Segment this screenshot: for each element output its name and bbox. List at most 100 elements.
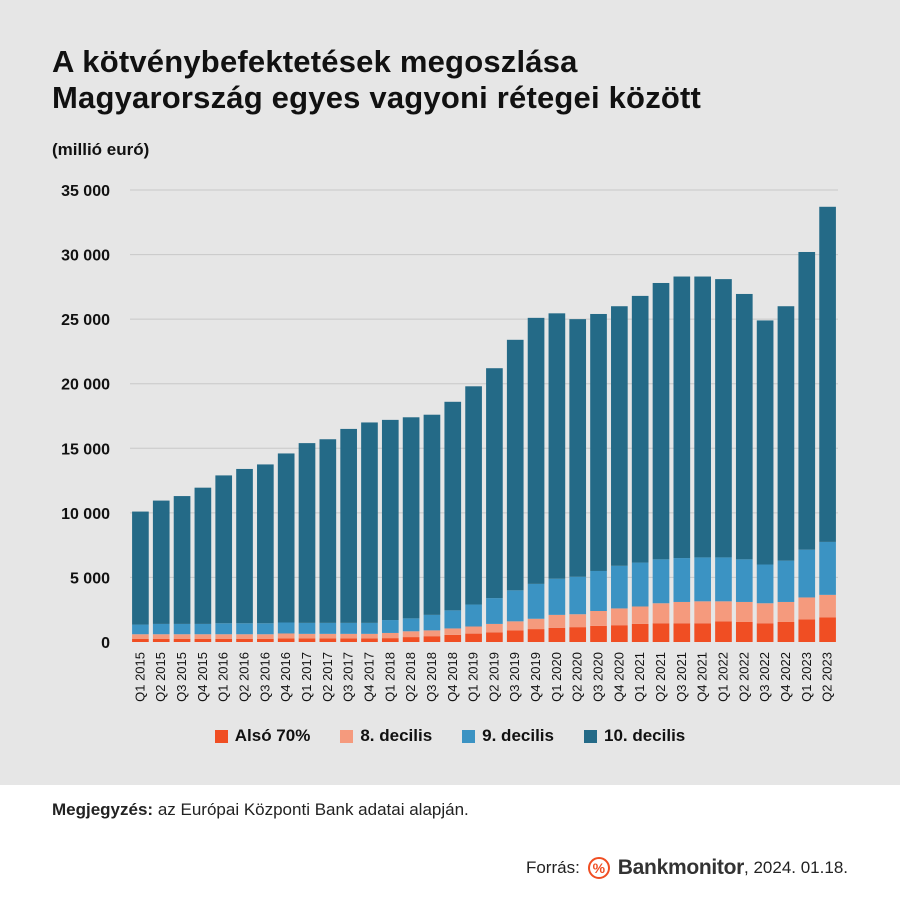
x-tick-label: Q4 2019 <box>528 652 543 702</box>
unit-label: (millió euró) <box>52 140 150 159</box>
bar-segment-also70 <box>611 625 628 642</box>
bar-segment-decil9 <box>340 622 357 634</box>
y-tick-label: 25 000 <box>61 312 110 329</box>
bar-segment-decil8 <box>298 633 316 639</box>
x-tick-label: Q3 2021 <box>674 652 689 702</box>
bar-segment-decil9 <box>694 557 711 602</box>
bar-segment-decil10 <box>777 306 795 561</box>
x-tick-label: Q3 2016 <box>257 652 272 702</box>
x-tick-label: Q4 2022 <box>778 652 793 702</box>
bar-segment-decil9 <box>673 558 691 602</box>
x-tick-label: Q4 2016 <box>278 652 293 702</box>
percent-logo-icon: % <box>587 857 610 879</box>
bar-segment-decil8 <box>486 623 503 633</box>
bar-segment-also70 <box>798 619 816 642</box>
bar-segment-also70 <box>465 633 482 642</box>
bar-segment-decil8 <box>423 630 441 637</box>
bar-segment-decil8 <box>819 594 836 618</box>
bar-segment-also70 <box>381 638 399 642</box>
chart-title: A kötvénybefektetések megoszlása Magyaro… <box>52 44 701 116</box>
x-tick-label: Q4 2021 <box>695 652 710 702</box>
source-date: , 2024. 01.18. <box>744 858 848 877</box>
bar-segment-decil8 <box>611 608 628 626</box>
bar-segment-decil8 <box>277 633 295 639</box>
bar-segment-decil9 <box>735 559 753 602</box>
legend-label-decil8: 8. decilis <box>360 726 433 745</box>
x-tick-label: Q2 2016 <box>237 652 252 702</box>
legend-item-also70: Alsó 70% <box>214 726 311 746</box>
bar-segment-decil10 <box>694 276 711 558</box>
bar-segment-decil10 <box>735 293 753 560</box>
bar-segment-decil8 <box>465 626 482 634</box>
x-tick-label: Q1 2022 <box>715 652 730 702</box>
bar-segment-decil8 <box>381 632 399 639</box>
bar-segment-decil8 <box>548 614 566 628</box>
bar-segment-decil10 <box>361 422 378 623</box>
y-tick-label: 10 000 <box>61 506 110 523</box>
bar-segment-also70 <box>486 632 503 642</box>
legend-swatch-decil8 <box>340 729 354 743</box>
bar-segment-decil10 <box>444 401 462 611</box>
x-tick-label: Q3 2020 <box>591 652 606 702</box>
x-tick-label: Q1 2020 <box>549 652 564 702</box>
bar-segment-decil8 <box>798 597 816 620</box>
bar-segment-also70 <box>319 638 337 642</box>
x-tick-label: Q3 2022 <box>757 652 772 702</box>
bar-segment-decil8 <box>152 634 170 639</box>
bar-segment-decil10 <box>236 468 253 624</box>
bar-segment-also70 <box>715 621 732 642</box>
bar-segment-decil8 <box>236 634 253 639</box>
bar-segment-decil9 <box>173 623 191 635</box>
legend-label-also70: Alsó 70% <box>234 726 311 745</box>
bar-segment-decil10 <box>527 317 545 584</box>
bar-segment-decil8 <box>194 634 212 639</box>
bar-segment-decil10 <box>590 313 607 571</box>
x-tick-label: Q2 2019 <box>486 652 501 702</box>
legend-label-decil10: 10. decilis <box>603 726 686 745</box>
x-tick-label: Q1 2016 <box>216 652 231 702</box>
bar-segment-decil9 <box>215 623 233 635</box>
bar-segment-decil10 <box>819 206 836 542</box>
bar-segment-decil9 <box>798 549 816 598</box>
bar-segment-also70 <box>152 638 170 642</box>
bar-segment-decil9 <box>257 623 274 635</box>
bar-segment-decil10 <box>673 276 691 559</box>
bar-segment-decil9 <box>569 576 587 615</box>
bar-segment-decil9 <box>319 622 337 634</box>
bar-segment-also70 <box>340 638 357 642</box>
bar-segment-decil10 <box>652 282 670 560</box>
y-tick-label: 20 000 <box>61 377 110 394</box>
x-axis-ticks: Q1 2015 Q2 2015 Q3 2015 Q4 2015 Q1 2016 Q2 20… <box>132 652 834 702</box>
bar-segment-decil9 <box>590 570 607 612</box>
bar-segment-decil9 <box>236 623 253 635</box>
bar-segment-decil8 <box>631 606 649 624</box>
bar-segment-decil9 <box>132 624 149 635</box>
bar-segment-decil9 <box>527 583 545 619</box>
bar-segment-also70 <box>777 621 795 642</box>
x-tick-label: Q2 2021 <box>653 652 668 702</box>
bar-segment-decil10 <box>756 320 774 565</box>
bars <box>132 206 836 642</box>
bar-segment-decil9 <box>381 620 399 633</box>
bar-segment-decil9 <box>423 614 441 631</box>
x-tick-label: Q3 2017 <box>341 652 356 702</box>
bar-segment-decil10 <box>215 475 233 624</box>
bar-segment-decil8 <box>715 601 732 622</box>
footnote: Megjegyzés: az Európai Központi Bank ada… <box>52 800 469 820</box>
bar-segment-also70 <box>590 625 607 642</box>
x-tick-label: Q3 2018 <box>424 652 439 702</box>
bar-segment-also70 <box>361 638 378 642</box>
x-tick-label: Q1 2023 <box>799 652 814 702</box>
bar-segment-decil9 <box>652 559 670 604</box>
bar-segment-also70 <box>257 638 274 642</box>
brand-logo-text: Bankmonitor <box>617 856 745 879</box>
bar-segment-also70 <box>506 630 524 642</box>
bar-segment-decil10 <box>548 313 566 579</box>
x-tick-label: Q4 2015 <box>195 652 210 702</box>
bar-segment-decil8 <box>527 618 545 630</box>
bar-segment-decil8 <box>506 621 524 631</box>
bar-segment-decil9 <box>506 590 524 622</box>
bar-segment-decil8 <box>569 614 587 628</box>
y-tick-label: 15 000 <box>61 441 110 458</box>
bar-segment-decil9 <box>777 560 795 602</box>
